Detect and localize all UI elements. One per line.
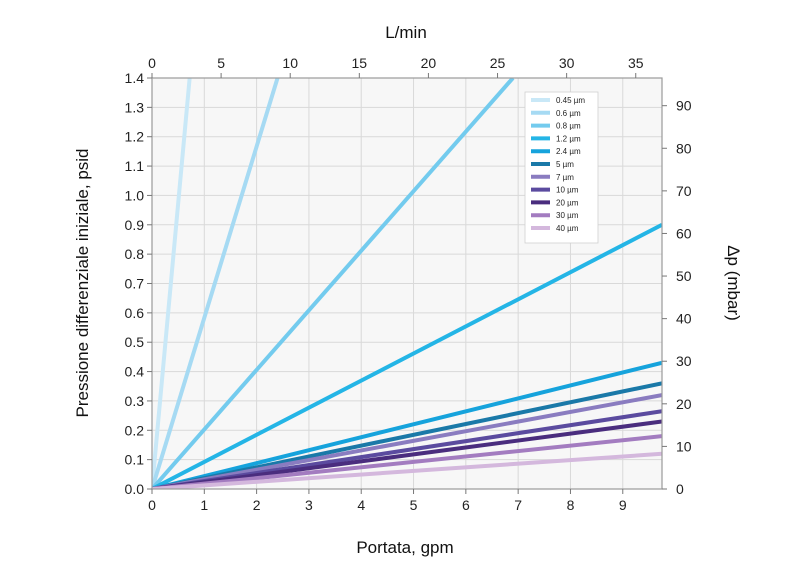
x-tick-label: 9: [619, 497, 627, 513]
y2-tick-label: 90: [676, 98, 692, 114]
x2-tick-label: 20: [421, 55, 437, 71]
y-axis-title: Pressione differenziale iniziale, psid: [73, 148, 92, 417]
y-tick-label: 0.2: [125, 422, 145, 438]
y-tick-label: 0.4: [125, 364, 145, 380]
series-line-20m: [152, 419, 662, 489]
series-line-0_8m: [152, 78, 515, 489]
y-tick-label: 0.0: [125, 481, 145, 497]
x-tick-label: 2: [253, 497, 261, 513]
series-lines: [152, 78, 662, 489]
x2-tick-label: 35: [628, 55, 644, 71]
y-tick-label: 1.1: [125, 158, 145, 174]
y-tick-label: 0.6: [125, 305, 145, 321]
y2-tick-label: 20: [676, 396, 692, 412]
legend-label: 0.6 µm: [556, 109, 581, 118]
y-tick-label: 0.9: [125, 217, 145, 233]
y2-tick-label: 40: [676, 311, 692, 327]
y-tick-label: 0.5: [125, 334, 145, 350]
y-tick-label: 1.4: [125, 70, 145, 86]
y2-tick-label: 50: [676, 268, 692, 284]
y2-tick-label: 80: [676, 140, 692, 156]
x-tick-label: 7: [514, 497, 522, 513]
y-tick-label: 0.7: [125, 276, 145, 292]
x-tick-label: 3: [305, 497, 313, 513]
series-line-7m: [152, 393, 662, 489]
y2-tick-label: 70: [676, 183, 692, 199]
legend-label: 10 µm: [556, 186, 579, 195]
series-line-0_6m: [152, 78, 280, 489]
legend-label: 5 µm: [556, 160, 574, 169]
x-tick-label: 5: [410, 497, 418, 513]
y2-tick-label: 30: [676, 353, 692, 369]
legend-label: 1.2 µm: [556, 134, 581, 143]
y2-tick-label: 0: [676, 481, 684, 497]
legend: 0.45 µm 0.6 µm 0.8 µm 1.2 µm 2.4 µm 5 µm 7 µm 1…: [524, 91, 599, 244]
ticks: 0 1 2 3 4 5 6 7 8 9 0.0 0.1 0.2 0.3 0.4 0.5 0.6 0.7 0.8 0.9…: [125, 55, 692, 513]
x-tick-label: 8: [567, 497, 575, 513]
x2-tick-label: 15: [352, 55, 368, 71]
x-tick-label: 0: [148, 497, 156, 513]
series-line-2_4m: [152, 360, 662, 489]
y-tick-label: 1.3: [125, 99, 145, 115]
y-tick-label: 0.3: [125, 393, 145, 409]
y-tick-label: 1.0: [125, 187, 145, 203]
legend-label: 40 µm: [556, 224, 579, 233]
x2-tick-label: 0: [148, 55, 156, 71]
series-line-40m: [152, 451, 662, 489]
x2-axis-title: L/min: [385, 23, 427, 42]
legend-label: 2.4 µm: [556, 147, 581, 156]
x-tick-label: 4: [357, 497, 365, 513]
x2-tick-label: 5: [217, 55, 225, 71]
x-axis-title: Portata, gpm: [356, 538, 453, 557]
series-line-1_2m: [152, 223, 662, 489]
series-line-0_45m: [152, 78, 192, 489]
legend-label: 30 µm: [556, 211, 579, 220]
x2-tick-label: 10: [282, 55, 298, 71]
legend-box: [524, 91, 599, 244]
y2-axis-title: Δp (mbar): [724, 245, 743, 321]
y-tick-label: 0.8: [125, 246, 145, 262]
y-tick-label: 0.1: [125, 452, 145, 468]
x-tick-label: 1: [200, 497, 208, 513]
legend-label: 20 µm: [556, 198, 579, 207]
y-tick-label: 1.2: [125, 129, 145, 145]
legend-label: 0.8 µm: [556, 122, 581, 131]
y2-tick-label: 10: [676, 438, 692, 454]
y2-tick-label: 60: [676, 225, 692, 241]
x2-tick-label: 30: [559, 55, 575, 71]
x2-tick-label: 25: [490, 55, 506, 71]
legend-label: 0.45 µm: [556, 96, 585, 105]
legend-label: 7 µm: [556, 173, 574, 182]
x-tick-label: 6: [462, 497, 470, 513]
series-line-30m: [152, 434, 662, 489]
